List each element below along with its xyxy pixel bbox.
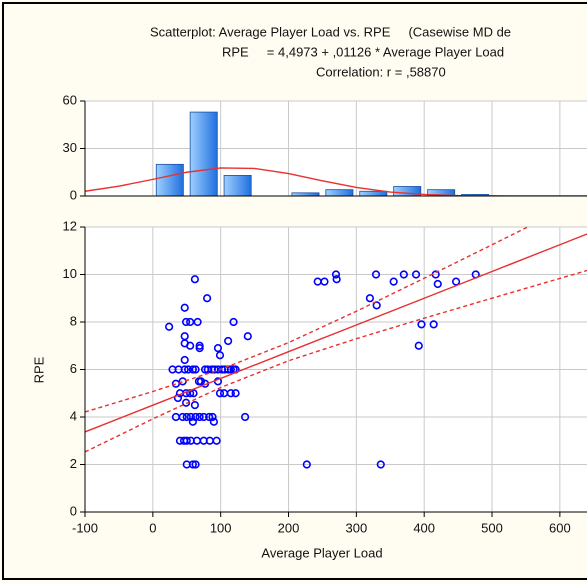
point: [210, 365, 219, 374]
confidence-band: [85, 227, 530, 413]
point: [182, 436, 191, 445]
point: [224, 336, 233, 346]
x-tick-label: 400: [413, 520, 435, 535]
x-tick-label: 200: [278, 520, 300, 535]
chart-title: Scatterplot: Average Player Load vs. RPE…: [150, 24, 511, 39]
point: [302, 460, 311, 469]
point: [186, 412, 195, 422]
point: [331, 270, 341, 279]
point: [372, 301, 381, 310]
bar: [359, 190, 388, 197]
point: [229, 317, 238, 327]
point: [182, 412, 191, 422]
point: [186, 317, 195, 327]
bar: [189, 111, 218, 197]
regression-line: [85, 233, 587, 433]
point: [371, 270, 381, 279]
point: [191, 460, 200, 469]
y-tick-label: 60: [63, 92, 77, 107]
point: [189, 389, 198, 398]
bar: [325, 189, 354, 197]
y-tick-label: 0: [70, 503, 77, 518]
y-axis-label: RPE: [31, 356, 46, 383]
y-tick-label: 6: [70, 361, 77, 376]
point: [376, 460, 385, 469]
x-axis-label: Average Player Load: [261, 545, 382, 560]
point: [178, 412, 187, 422]
point: [365, 294, 375, 303]
y-tick-label: 8: [70, 313, 77, 328]
point: [180, 355, 189, 365]
point: [203, 294, 212, 303]
y-tick-label: 10: [63, 266, 77, 281]
point: [171, 379, 181, 388]
point: [196, 377, 206, 386]
point: [332, 275, 341, 284]
point: [184, 365, 193, 374]
point: [240, 412, 250, 422]
point: [411, 270, 421, 279]
point: [417, 320, 426, 329]
confidence-band: [85, 269, 587, 453]
point: [215, 351, 225, 360]
y-tick-label: 12: [63, 218, 77, 233]
point: [199, 412, 208, 422]
point: [190, 275, 199, 284]
bar: [155, 163, 184, 197]
point: [399, 270, 408, 279]
point: [195, 344, 204, 353]
point: [180, 365, 189, 374]
point: [215, 389, 225, 398]
point: [188, 460, 197, 469]
point: [429, 320, 438, 329]
x-tick-label: 500: [481, 520, 503, 535]
point: [190, 401, 199, 410]
point: [181, 317, 191, 327]
point: [180, 303, 189, 312]
point: [205, 412, 214, 422]
x-tick-label: 0: [149, 520, 156, 535]
point: [186, 341, 195, 350]
point: [193, 317, 202, 327]
point: [414, 341, 423, 350]
chart-subtitle: RPE = 4,4973 + ,01126 * Average Player L…: [222, 44, 504, 59]
y-tick-label: 2: [70, 456, 77, 471]
x-tick-label: -100: [72, 520, 98, 535]
point: [433, 279, 442, 289]
point: [389, 277, 398, 286]
y-tick-label: 30: [63, 140, 77, 155]
point: [188, 417, 197, 426]
point: [209, 417, 218, 426]
point: [320, 277, 329, 286]
bar: [223, 175, 252, 197]
x-tick-label: 100: [210, 520, 232, 535]
point: [226, 389, 235, 398]
point: [208, 412, 217, 422]
x-tick-label: 300: [345, 520, 367, 535]
point: [195, 412, 204, 422]
point: [165, 322, 174, 331]
point: [212, 436, 221, 445]
point: [243, 332, 252, 341]
y-tick-label: 0: [70, 187, 77, 202]
point: [188, 365, 197, 374]
y-tick-label: 4: [70, 408, 77, 423]
annotation: Correlation: r = ,58870: [316, 64, 446, 79]
point: [231, 389, 240, 398]
x-tick-label: 600: [549, 520, 571, 535]
point: [226, 365, 235, 374]
point: [213, 344, 223, 353]
point: [191, 365, 200, 374]
